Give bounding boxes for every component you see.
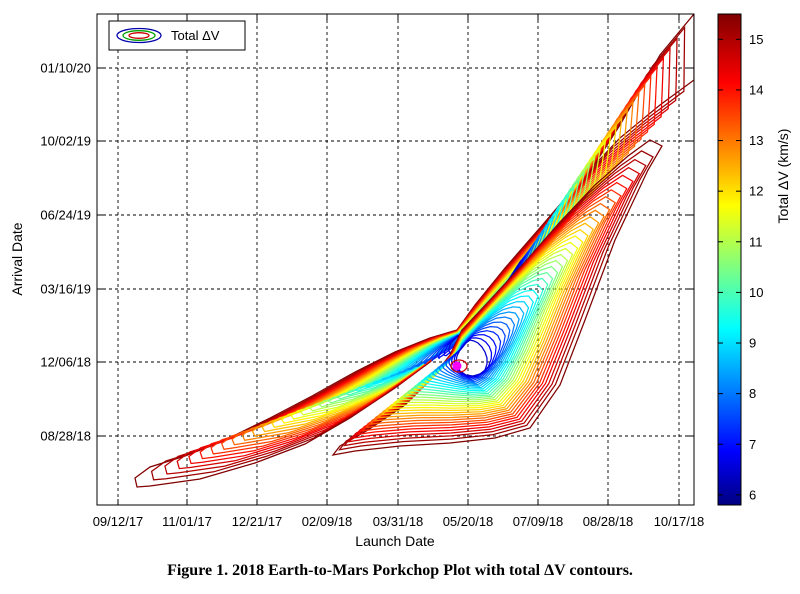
type-2-contours [331,139,663,456]
y-tick-label: 03/16/19 [40,282,91,297]
y-tick-label: 08/28/18 [40,429,91,444]
y-tick-label: 06/24/19 [40,208,91,223]
x-tick-label: 07/09/18 [513,514,564,529]
colorbar-tick-label: 15 [749,32,763,47]
porkchop-chart: 09/12/17 11/01/17 12/21/17 02/09/18 03/31/18… [9,13,791,549]
colorbar-tick-label: 6 [749,487,756,502]
contour-line [338,150,654,451]
x-axis-label: Launch Date [355,533,435,549]
contour-line [331,139,663,456]
colorbar-tick-label: 13 [749,133,763,148]
y-tick-label: 12/06/18 [40,355,91,370]
colorbar-tick-label: 8 [749,386,756,401]
x-tick-label: 03/31/18 [373,514,424,529]
y-tick-label: 10/02/19 [40,134,91,149]
x-tick-label: 11/01/17 [162,514,212,529]
x-tick-label: 08/28/18 [583,514,634,529]
colorbar-tick-label: 9 [749,336,756,351]
legend-entry: Total ΔV [171,28,220,43]
legend-box [108,20,246,51]
minimum-contour-ring [450,359,468,373]
y-axis-ticks: 08/28/18 12/06/18 03/16/19 06/24/19 10/02/19… [40,61,694,444]
colorbar [717,13,742,506]
colorbar-tick-label: 11 [749,234,763,249]
x-tick-label: 10/17/18 [654,514,705,529]
x-tick-label: 12/21/17 [232,514,283,529]
x-axis-ticks: 09/12/17 11/01/17 12/21/17 02/09/18 03/31/18… [93,14,705,529]
x-tick-label: 05/20/18 [443,514,494,529]
x-tick-label: 09/12/17 [93,514,144,529]
colorbar-tick-label: 14 [749,82,763,97]
y-axis-label: Arrival Date [9,222,25,295]
figure-caption: Figure 1. 2018 Earth-to-Mars Porkchop Pl… [167,562,633,579]
colorbar-tick-label: 12 [749,184,763,199]
contour-line [455,339,488,377]
y-tick-label: 01/10/20 [40,61,91,76]
plot-frame [96,13,695,506]
contour-set [134,14,694,488]
minimum-dv-marker [452,361,462,371]
legend-contour-icon [116,27,162,44]
colorbar-ticks: 6 7 8 9 10 11 12 13 14 15 [718,32,763,502]
legend: Total ΔV [108,20,246,51]
x-tick-label: 02/09/18 [302,514,353,529]
colorbar-tick-label: 7 [749,437,756,452]
colorbar-label: Total ΔV (km/s) [775,129,791,224]
colorbar-tick-label: 10 [749,285,763,300]
